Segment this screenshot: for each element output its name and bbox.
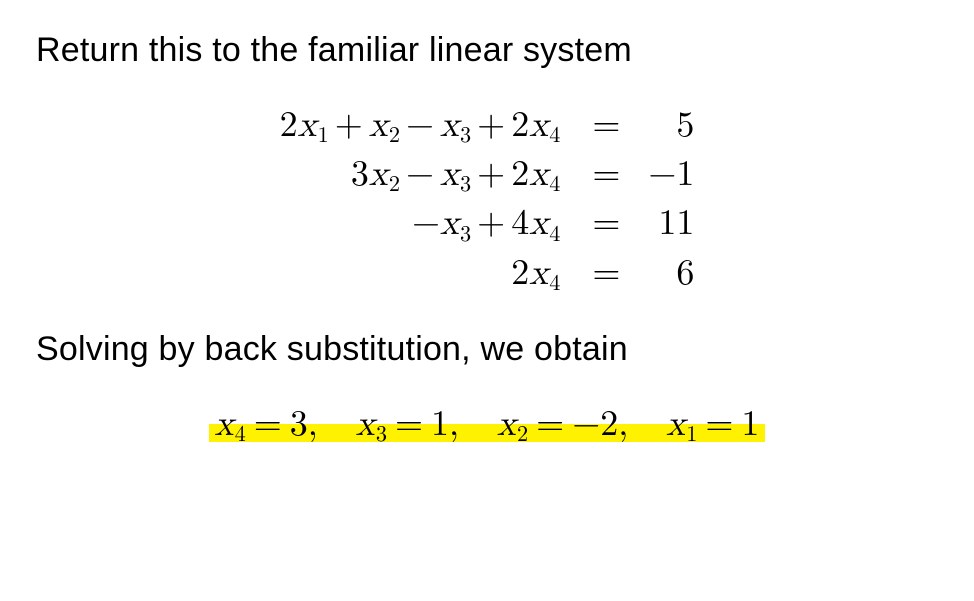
linear-system: 2x1+x2−x3+2x4=53x2−x3+2x4=−1−x3+4x4=112x… xyxy=(280,102,695,299)
equation-lhs: 3x2−x3+2x4 xyxy=(280,151,579,200)
solution-item: x3=1, xyxy=(356,406,459,442)
equation-row: −x3+4x4=11 xyxy=(280,200,695,249)
equation-rhs: 5 xyxy=(634,102,694,151)
equals-sign: = xyxy=(578,151,634,200)
equation-row: 3x2−x3+2x4=−1 xyxy=(280,151,695,200)
equals-sign: = xyxy=(578,250,634,299)
solutions-text: x4=3, x3=1, x2=−2, x1=1 xyxy=(215,406,760,442)
equals-sign: = xyxy=(578,200,634,249)
solution-item: x2=−2, xyxy=(497,406,628,442)
equation-row: 2x4=6 xyxy=(280,250,695,299)
solution-item: x1=1 xyxy=(666,406,759,442)
equation-rhs: 6 xyxy=(634,250,694,299)
solutions-highlighted: x4=3, x3=1, x2=−2, x1=1 xyxy=(209,403,766,448)
solution-item: x4=3, xyxy=(215,406,318,442)
equation-row: 2x1+x2−x3+2x4=5 xyxy=(280,102,695,151)
intro-text: Return this to the familiar linear syste… xyxy=(36,28,938,74)
equation-lhs: 2x1+x2−x3+2x4 xyxy=(280,102,579,151)
equation-lhs: 2x4 xyxy=(280,250,579,299)
equation-lhs: −x3+4x4 xyxy=(280,200,579,249)
solving-text: Solving by back substitution, we obtain xyxy=(36,327,938,373)
page: Return this to the familiar linear syste… xyxy=(0,0,974,448)
solutions-line: x4=3, x3=1, x2=−2, x1=1 xyxy=(36,403,938,448)
equation-rhs: 11 xyxy=(634,200,694,249)
equation-rhs: −1 xyxy=(634,151,694,200)
equals-sign: = xyxy=(578,102,634,151)
